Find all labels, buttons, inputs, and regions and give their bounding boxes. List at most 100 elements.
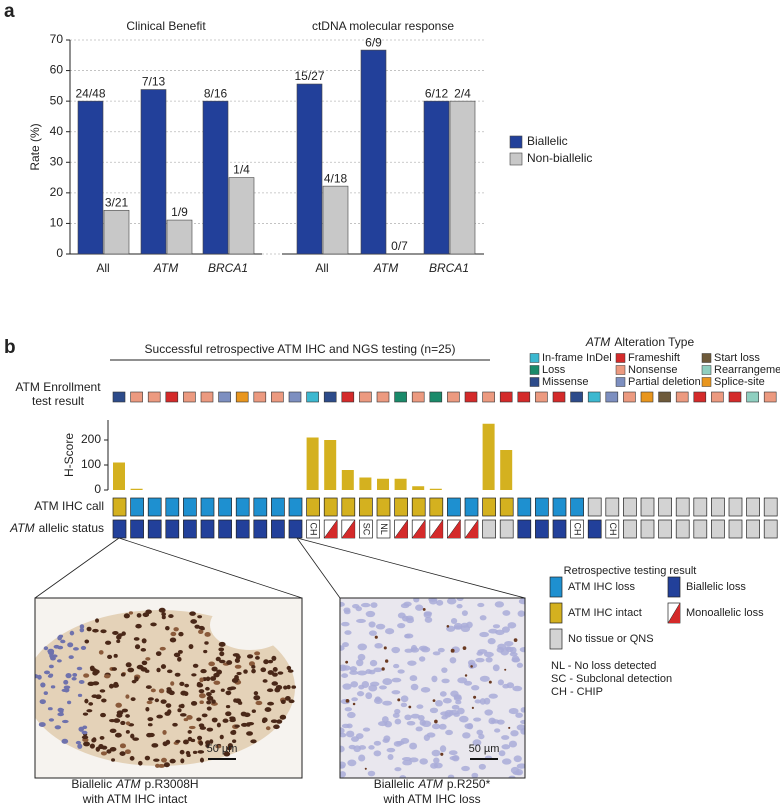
nucleus — [400, 702, 408, 708]
nucleus — [177, 656, 182, 662]
nucleus — [271, 681, 279, 686]
nucleus — [340, 645, 345, 651]
nucleus — [57, 712, 64, 717]
nucleus — [87, 681, 95, 687]
nucleus — [501, 626, 510, 633]
nucleus — [161, 615, 166, 620]
nucleus — [347, 759, 357, 767]
nucleus — [158, 688, 165, 694]
nucleus — [111, 667, 118, 671]
nucleus — [119, 751, 126, 756]
nucleus — [373, 750, 382, 757]
nucleus — [368, 630, 377, 636]
nucleus — [184, 683, 190, 688]
y-tick-label: 10 — [50, 216, 64, 230]
nucleus — [262, 679, 268, 683]
nucleus — [374, 696, 381, 702]
nucleus — [109, 728, 117, 733]
caption: with ATM IHC intact — [82, 792, 188, 806]
enrollment-tile — [746, 391, 759, 403]
nucleus — [267, 701, 275, 706]
value-label: 2/4 — [454, 86, 471, 100]
nucleus — [84, 698, 89, 704]
legend-title-text: Alteration Type — [614, 335, 694, 349]
nucleus — [215, 656, 221, 662]
nucleus — [79, 627, 85, 633]
nucleus — [508, 740, 518, 748]
nucleus — [116, 713, 122, 718]
nucleus — [479, 675, 490, 682]
nucleus — [40, 682, 46, 688]
nucleus — [341, 723, 350, 729]
enrollment-tile — [464, 391, 478, 403]
ihc-tile — [623, 497, 637, 517]
nucleus — [251, 664, 256, 669]
h-score-bar — [482, 423, 495, 490]
nucleus — [375, 623, 386, 630]
nucleus — [505, 646, 514, 653]
stain-speck — [464, 674, 468, 677]
nucleus — [246, 722, 251, 727]
allelic-tile — [658, 519, 672, 539]
nucleus — [451, 704, 460, 710]
nucleus — [179, 681, 185, 686]
legend-swatch — [529, 353, 540, 363]
nucleus — [409, 675, 418, 682]
ihc-tile — [288, 497, 303, 517]
nucleus — [158, 763, 165, 768]
enrollment-tile — [728, 391, 742, 403]
nucleus — [178, 631, 184, 637]
nucleus — [367, 770, 376, 777]
y-tick-label: 70 — [50, 32, 64, 46]
nucleus — [357, 670, 368, 676]
nucleus — [494, 601, 505, 608]
allelic-tile — [165, 519, 180, 539]
nucleus — [151, 622, 156, 627]
nucleus — [164, 711, 171, 716]
nucleus — [86, 709, 93, 713]
nucleus — [150, 688, 156, 693]
allelic-tile — [763, 519, 778, 539]
enrollment-tile — [323, 391, 337, 403]
nucleus — [120, 720, 126, 726]
nucleus — [82, 737, 89, 742]
nucleus — [175, 739, 181, 743]
nucleus — [397, 669, 405, 674]
allelic-tile — [200, 519, 215, 539]
h-score-bar — [113, 462, 125, 490]
stain-speck — [385, 659, 389, 663]
ihc-tile — [218, 497, 232, 517]
nucleus — [453, 622, 463, 630]
nucleus — [196, 717, 202, 722]
nucleus — [132, 737, 140, 741]
micrograph — [35, 598, 302, 778]
h-score-bar — [394, 478, 407, 490]
nucleus — [471, 772, 479, 778]
ihc-tile — [658, 497, 672, 517]
nucleus — [284, 696, 291, 701]
legend-note: NL - No loss detected — [551, 660, 656, 672]
nucleus — [369, 681, 380, 687]
legend-swatch — [667, 576, 681, 598]
h-score-bar — [412, 486, 425, 490]
bar — [228, 177, 255, 255]
nucleus — [368, 745, 375, 750]
legend-swatch — [509, 152, 523, 166]
nucleus — [356, 691, 365, 697]
nucleus — [502, 610, 511, 616]
nucleus — [355, 606, 362, 612]
nucleus — [76, 666, 83, 671]
nucleus — [145, 657, 151, 661]
stain-speck — [462, 646, 467, 650]
ihc-tile — [112, 497, 127, 517]
nucleus — [440, 711, 450, 716]
nucleus — [356, 618, 366, 623]
nucleus — [502, 683, 510, 689]
nucleus — [43, 670, 51, 675]
nucleus — [111, 758, 116, 762]
nucleus — [342, 642, 349, 648]
nucleus — [89, 665, 95, 670]
nucleus — [447, 774, 455, 778]
row-label: ATM allelic status — [9, 521, 104, 535]
nucleus — [78, 680, 85, 684]
